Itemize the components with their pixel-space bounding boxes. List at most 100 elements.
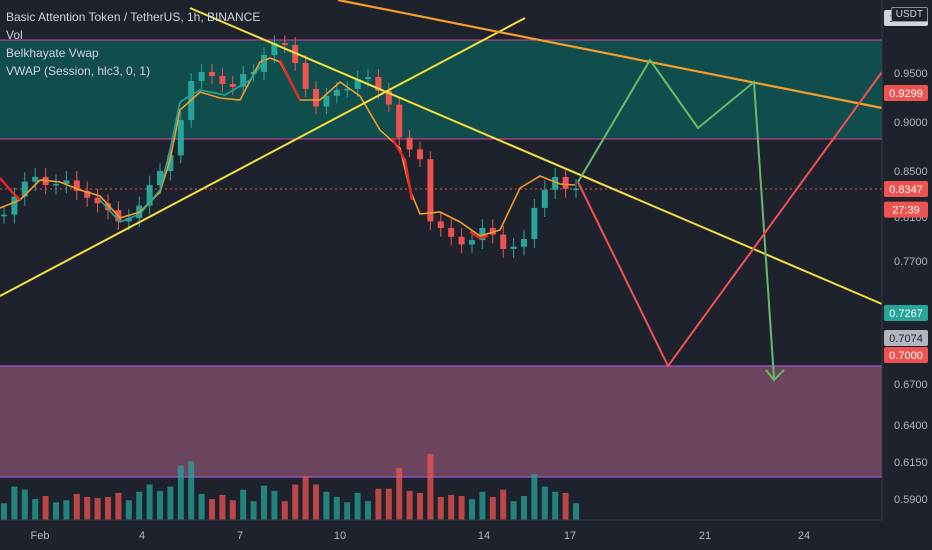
candle-body: [437, 221, 444, 228]
price-label-text: 0.8347: [889, 184, 923, 196]
volume-bar: [42, 496, 49, 520]
vwap-green-line: [99, 59, 266, 223]
candle-body: [521, 239, 527, 247]
volume-bar: [125, 500, 132, 520]
volume-bar: [406, 490, 413, 520]
price-label-text: 27:39: [892, 205, 920, 217]
volume-bar: [479, 491, 486, 520]
volume-bar: [385, 488, 392, 520]
time-tick-label: 17: [564, 530, 576, 542]
indicator-vol[interactable]: Vol: [6, 28, 23, 42]
vwap-red-segment-3: [390, 137, 414, 201]
price-tick-label: 0.9000: [894, 117, 928, 129]
indicator-vwap-session[interactable]: VWAP (Session, hlc3, 0, 1): [6, 64, 151, 78]
volume-bar: [177, 465, 184, 520]
candle-body: [73, 180, 80, 191]
volume-bar: [500, 489, 507, 520]
candle-body: [281, 43, 288, 46]
price-scale-label: 0.7000: [884, 347, 928, 363]
volume-bar: [344, 502, 351, 520]
candle-body: [240, 74, 247, 87]
candle-body: [94, 197, 101, 204]
volume-bar: [261, 485, 267, 520]
price-label-box: [884, 85, 928, 101]
candle-body: [146, 185, 153, 206]
volume-bar: [354, 492, 361, 520]
candle-body: [209, 72, 215, 76]
volume-bar: [313, 484, 319, 520]
price-tick-label: 0.7700: [894, 256, 928, 268]
candle-body: [21, 181, 28, 197]
volume-bar: [427, 454, 434, 520]
volume-bar: [417, 492, 423, 520]
time-tick-label: 24: [798, 530, 810, 542]
price-label-text: 0.7000: [889, 350, 923, 362]
volume-bar: [167, 486, 174, 520]
volume-bar: [541, 486, 548, 520]
candle-body: [177, 120, 184, 156]
indicator-belkhayate-vwap[interactable]: Belkhayate Vwap: [6, 46, 99, 60]
volume-bar: [489, 497, 496, 520]
volume-bar: [531, 474, 538, 520]
volume-bar: [73, 493, 80, 520]
time-tick-label: 7: [237, 530, 243, 542]
candle-body: [167, 155, 174, 171]
price-tick-label: 0.6400: [894, 420, 928, 432]
resistance-zone: [0, 40, 882, 139]
candle-body: [427, 159, 434, 222]
volume-bar: [281, 501, 288, 520]
volume-bar: [323, 491, 330, 520]
candle-body: [344, 88, 351, 91]
price-label-text: 0.9299: [889, 88, 923, 100]
candles: [1, 35, 579, 258]
candle-body: [125, 218, 132, 222]
candle-body: [573, 188, 579, 191]
candle-body: [157, 171, 163, 186]
volume-bar: [198, 493, 205, 520]
volume-bar: [521, 496, 527, 520]
candle-body: [11, 196, 18, 215]
volume-bar: [396, 467, 403, 520]
orange-trendline: [337, 0, 883, 110]
price-label-box: [884, 330, 928, 346]
candle-body: [354, 79, 361, 89]
support-zone: [0, 366, 882, 477]
candle-body: [396, 104, 403, 138]
currency-badge[interactable]: USDT: [890, 7, 928, 22]
volume-bar: [1, 503, 7, 520]
candle-body: [219, 76, 226, 84]
candle-body: [562, 176, 569, 189]
red-projection-path: [577, 71, 883, 368]
volume-bar: [63, 500, 70, 520]
green-projection-arrowhead: [765, 369, 785, 382]
price-label-box: [884, 305, 928, 321]
price-scale-label: 0.7267: [884, 305, 928, 321]
price-scale-label: 0.8347: [884, 181, 928, 197]
price-label-box: [884, 347, 928, 363]
price-scale-label: 0.9299: [884, 85, 928, 101]
volume-bar: [552, 491, 559, 520]
candle-body: [448, 228, 455, 237]
price-label-text: 0.7074: [889, 333, 923, 345]
candle-body: [323, 95, 330, 107]
candle-body: [333, 89, 340, 96]
volume-bar: [375, 488, 382, 520]
time-axis[interactable]: Feb 4 7 10 14 17 21 24: [31, 530, 811, 542]
volume-bar: [84, 497, 91, 520]
price-tick-label: 0.5900: [894, 494, 928, 506]
price-tick-label: 0.9500: [894, 68, 928, 80]
candle-body: [479, 228, 486, 241]
candle-body: [365, 77, 371, 79]
candle-body: [271, 43, 278, 56]
candle-body: [63, 180, 70, 184]
volume-bar: [240, 489, 247, 520]
time-tick-label: 4: [139, 530, 145, 542]
volume-bar: [146, 484, 153, 520]
volume-bar: [219, 494, 226, 520]
price-tick-label: 0.8500: [894, 166, 928, 178]
volume-bar: [94, 498, 101, 520]
price-axis[interactable]: 0.95000.90000.85000.81000.77000.67000.64…: [894, 68, 928, 506]
volume-bar: [53, 502, 59, 520]
volume-bar: [136, 491, 143, 520]
